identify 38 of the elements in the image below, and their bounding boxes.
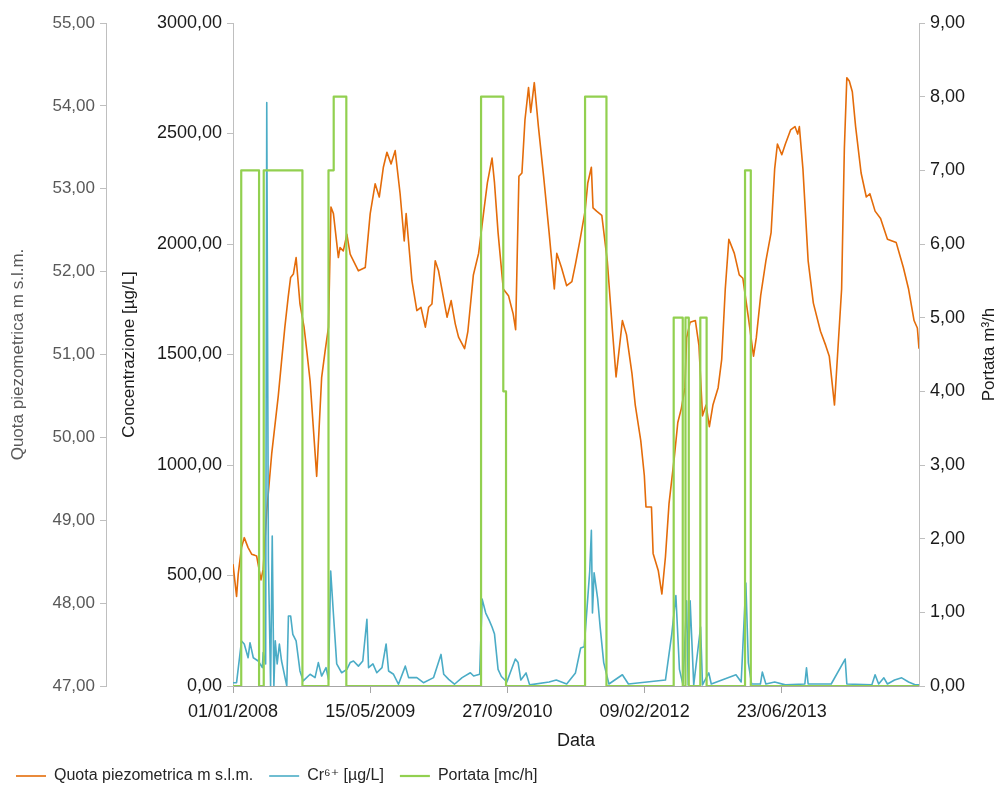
x-tick-label: 15/05/2009 [325,700,416,721]
y3-tick-label: 52,00 [52,261,95,281]
x-tick-label: 09/02/2012 [599,700,690,721]
y2-tick-label: 1,00 [930,601,966,622]
y-tick-label: 0,00 [186,674,222,695]
y2-tick-label: 6,00 [930,232,966,253]
y2-tick-label: 0,00 [930,674,966,695]
y3-tick-label: 51,00 [52,344,95,364]
y2-tick-label: 8,00 [930,85,966,106]
y2-axis-title: Portata m³/h [978,307,998,402]
y-tick-label: 2500,00 [156,122,222,143]
y2-tick-label: 4,00 [930,380,966,401]
y3-tick-label: 49,00 [52,509,95,529]
y3-tick-label: 54,00 [52,95,95,115]
x-tick-label: 23/06/2013 [736,700,827,721]
legend-label: Quota piezometrica m s.l.m. [54,766,254,784]
y3-tick-label: 47,00 [52,675,95,695]
legend-label: Cr⁶⁺ [µg/L] [307,766,384,784]
y-tick-label: 2000,00 [156,232,222,253]
y-tick-label: 3000,00 [156,11,222,32]
y-tick-label: 1000,00 [156,453,222,474]
y-tick-label: 1500,00 [156,343,222,364]
y2-tick-label: 5,00 [930,306,966,327]
y2-tick-label: 2,00 [930,527,966,548]
y-axis-title: Concentrazione [µg/L] [118,271,138,438]
y2-tick-label: 3,00 [930,453,966,474]
y-tick-label: 500,00 [166,564,222,585]
x-tick-label: 27/09/2010 [462,700,553,721]
y2-tick-label: 9,00 [930,11,966,32]
x-tick-label: 01/01/2008 [187,700,279,721]
x-axis-title: Data [556,730,596,751]
y2-tick-label: 7,00 [930,159,966,180]
y3-tick-label: 50,00 [52,427,95,447]
y3-axis-title: Quota piezometrica m s.l.m. [7,248,27,461]
y3-tick-label: 53,00 [52,178,95,198]
legend-label: Portata [mc/h] [437,766,538,784]
y3-tick-label: 48,00 [52,592,95,612]
y3-tick-label: 55,00 [52,12,95,32]
